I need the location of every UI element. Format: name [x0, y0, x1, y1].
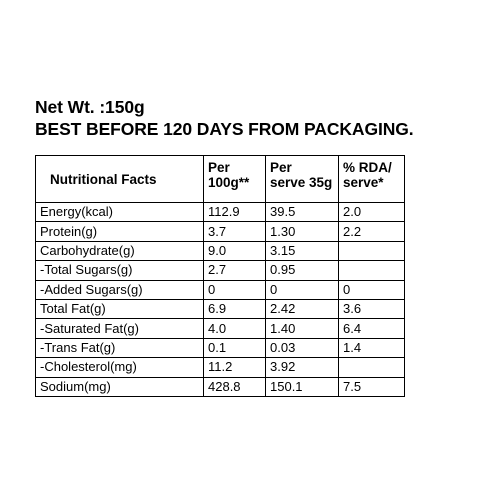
rda-heading: % RDA/ serve* — [338, 155, 405, 203]
per-100g-value: 4.0 — [203, 318, 266, 339]
table-row: -Saturated Fat(g) 4.0 1.40 6.4 — [35, 318, 405, 339]
per-serve-value: 0.95 — [265, 260, 339, 281]
per-serve-heading: Per serve 35g — [265, 155, 339, 203]
per-serve-heading-line2: serve 35g — [270, 175, 333, 190]
per-serve-value: 39.5 — [265, 201, 339, 223]
rda-value: 1.4 — [338, 337, 405, 359]
rda-value — [338, 240, 405, 262]
rda-value: 7.5 — [338, 376, 405, 397]
nutrient-name: -Trans Fat(g) — [35, 337, 204, 359]
per-100g-value: 11.2 — [203, 357, 266, 378]
per-serve-heading-line1: Per — [270, 160, 292, 175]
rda-heading-line2: serve* — [343, 175, 384, 190]
nutrient-name: -Added Sugars(g) — [35, 279, 204, 300]
nutrient-name: Carbohydrate(g) — [35, 240, 204, 262]
nutrient-name: Sodium(mg) — [35, 376, 204, 397]
nutrition-facts-table: Nutritional Facts Per 100g** Per serve 3… — [35, 155, 405, 397]
rda-value: 2.0 — [338, 201, 405, 223]
rda-value — [338, 357, 405, 378]
table-row: -Cholesterol(mg) 11.2 3.92 — [35, 357, 405, 378]
nutrient-name: -Cholesterol(mg) — [35, 357, 204, 378]
rda-value: 6.4 — [338, 318, 405, 339]
per-serve-value: 2.42 — [265, 298, 339, 320]
nutrient-name: -Total Sugars(g) — [35, 260, 204, 281]
per-100g-heading-line2: 100g** — [208, 175, 250, 190]
net-weight-text: Net Wt. :150g — [35, 97, 145, 117]
per-100g-value: 3.7 — [203, 221, 266, 242]
nutrient-name: Energy(kcal) — [35, 201, 204, 223]
nutrient-name: -Saturated Fat(g) — [35, 318, 204, 339]
per-100g-value: 428.8 — [203, 376, 266, 397]
table-row: Sodium(mg) 428.8 150.1 7.5 — [35, 376, 405, 397]
per-serve-value: 3.15 — [265, 240, 339, 262]
table-row: Total Fat(g) 6.9 2.42 3.6 — [35, 298, 405, 320]
best-before-text: BEST BEFORE 120 DAYS FROM PACKAGING. — [35, 119, 414, 139]
nutrient-name: Total Fat(g) — [35, 298, 204, 320]
nutritional-facts-heading: Nutritional Facts — [35, 155, 204, 203]
rda-value — [338, 260, 405, 281]
rda-value: 0 — [338, 279, 405, 300]
table-row: Carbohydrate(g) 9.0 3.15 — [35, 240, 405, 262]
rda-value: 2.2 — [338, 221, 405, 242]
per-serve-value: 0 — [265, 279, 339, 300]
package-header: Net Wt. :150g BEST BEFORE 120 DAYS FROM … — [35, 96, 414, 140]
per-serve-value: 1.30 — [265, 221, 339, 242]
per-100g-heading-line1: Per — [208, 160, 230, 175]
table-row: Protein(g) 3.7 1.30 2.2 — [35, 221, 405, 242]
table-row: -Added Sugars(g) 0 0 0 — [35, 279, 405, 300]
table-header-row: Nutritional Facts Per 100g** Per serve 3… — [35, 155, 405, 203]
per-100g-value: 6.9 — [203, 298, 266, 320]
per-serve-value: 3.92 — [265, 357, 339, 378]
per-100g-value: 0 — [203, 279, 266, 300]
rda-heading-line1: % RDA/ — [343, 160, 392, 175]
table-row: -Total Sugars(g) 2.7 0.95 — [35, 260, 405, 281]
per-100g-heading: Per 100g** — [203, 155, 266, 203]
per-serve-value: 1.40 — [265, 318, 339, 339]
table-row: Energy(kcal) 112.9 39.5 2.0 — [35, 201, 405, 223]
per-100g-value: 0.1 — [203, 337, 266, 359]
per-100g-value: 112.9 — [203, 201, 266, 223]
per-100g-value: 2.7 — [203, 260, 266, 281]
nutrient-name: Protein(g) — [35, 221, 204, 242]
table-row: -Trans Fat(g) 0.1 0.03 1.4 — [35, 337, 405, 359]
per-serve-value: 150.1 — [265, 376, 339, 397]
per-100g-value: 9.0 — [203, 240, 266, 262]
rda-value: 3.6 — [338, 298, 405, 320]
per-serve-value: 0.03 — [265, 337, 339, 359]
